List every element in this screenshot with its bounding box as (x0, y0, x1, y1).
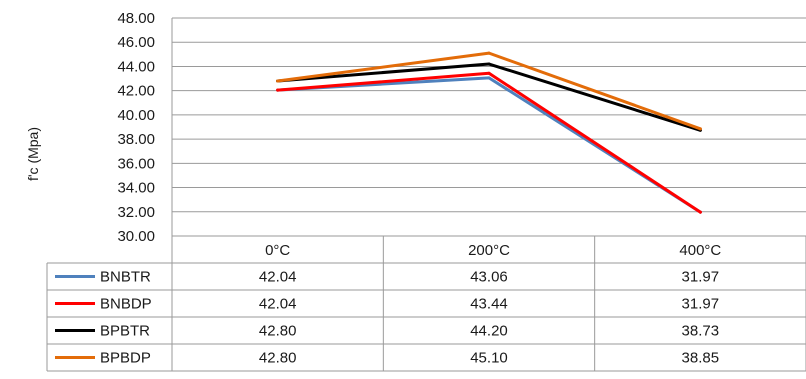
y-tick-label: 38.00 (117, 131, 155, 148)
category-label: 0°C (265, 242, 290, 259)
data-label: 42.04 (259, 296, 297, 313)
data-label: 45.10 (470, 350, 508, 367)
data-label: 38.85 (682, 350, 720, 367)
data-point (487, 71, 491, 75)
data-label: 31.97 (682, 269, 720, 286)
y-axis-ticks: 30.00 32.00 34.00 36.00 38.00 40.00 42.00 44.00… (117, 10, 155, 245)
data-point (487, 62, 491, 66)
category-label: 200°C (468, 242, 510, 259)
data-point (276, 79, 280, 83)
y-tick-label: 32.00 (117, 204, 155, 221)
series-lines (276, 51, 702, 214)
data-table: 0°C 200°C 400°C BNBTR 42.04 43.06 31.97 BNBDP 42… (46, 236, 806, 372)
legend-label: BNBTR (100, 269, 151, 286)
data-point (487, 76, 491, 80)
y-tick-label: 48.00 (117, 10, 155, 27)
data-label: 43.06 (470, 269, 508, 286)
y-tick-label: 40.00 (117, 107, 155, 124)
legend-label: BPBDP (100, 350, 151, 367)
data-label: 31.97 (682, 296, 720, 313)
data-label: 42.80 (259, 323, 297, 340)
y-tick-label: 30.00 (117, 228, 155, 245)
legend-label: BNBDP (100, 296, 152, 313)
data-label: 42.04 (259, 269, 297, 286)
data-point (698, 210, 702, 214)
series-line (276, 71, 702, 214)
y-tick-label: 36.00 (117, 155, 155, 172)
y-tick-label: 34.00 (117, 180, 155, 197)
legend-label: BPBTR (100, 323, 150, 340)
y-axis-label: f'c (Mpa) (25, 127, 41, 181)
category-label: 400°C (679, 242, 721, 259)
data-point (487, 51, 491, 55)
y-tick-label: 46.00 (117, 34, 155, 51)
gridlines (171, 17, 806, 237)
series-line (276, 76, 702, 214)
y-tick-label: 42.00 (117, 83, 155, 100)
data-label: 38.73 (682, 323, 720, 340)
data-point (276, 88, 280, 92)
data-label: 44.20 (470, 323, 508, 340)
data-label: 43.44 (470, 296, 508, 313)
data-label: 42.80 (259, 350, 297, 367)
data-point (698, 127, 702, 131)
y-tick-label: 44.00 (117, 58, 155, 75)
